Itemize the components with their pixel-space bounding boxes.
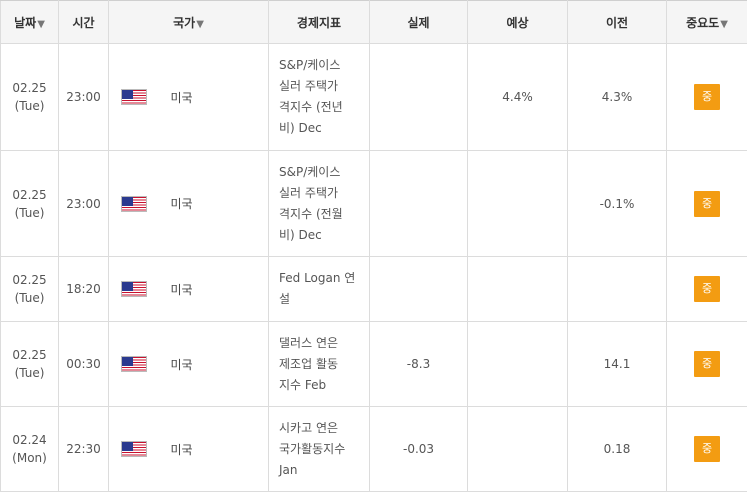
header-date[interactable]: 날짜▼	[1, 1, 59, 44]
sort-down-icon[interactable]: ▼	[196, 19, 204, 30]
header-importance[interactable]: 중요도▼	[667, 1, 747, 44]
header-time: 시간	[59, 1, 109, 44]
importance-cell: 중	[667, 151, 747, 257]
date-cell: 02.25(Tue)	[1, 322, 59, 407]
actual-cell	[370, 44, 468, 151]
forecast-cell	[468, 257, 568, 322]
sort-down-icon[interactable]: ▼	[720, 19, 728, 30]
previous-cell: -0.1%	[568, 151, 667, 257]
forecast-cell	[468, 407, 568, 492]
forecast-cell	[468, 322, 568, 407]
us-flag-icon	[121, 89, 147, 105]
actual-cell	[370, 151, 468, 257]
importance-cell: 중	[667, 257, 747, 322]
country-cell: 미국	[159, 44, 269, 151]
country-cell: 미국	[159, 322, 269, 407]
flag-cell	[109, 322, 159, 407]
time-cell: 18:20	[59, 257, 109, 322]
actual-cell: -0.03	[370, 407, 468, 492]
header-indicator: 경제지표	[269, 1, 370, 44]
previous-cell: 0.18	[568, 407, 667, 492]
header-country[interactable]: 국가▼	[109, 1, 269, 44]
date-cell: 02.24(Mon)	[1, 407, 59, 492]
actual-cell: -8.3	[370, 322, 468, 407]
header-actual: 실제	[370, 1, 468, 44]
time-cell: 23:00	[59, 44, 109, 151]
time-cell: 22:30	[59, 407, 109, 492]
importance-cell: 중	[667, 407, 747, 492]
time-cell: 23:00	[59, 151, 109, 257]
country-cell: 미국	[159, 257, 269, 322]
flag-cell	[109, 151, 159, 257]
previous-cell: 14.1	[568, 322, 667, 407]
date-cell: 02.25(Tue)	[1, 44, 59, 151]
date-cell: 02.25(Tue)	[1, 257, 59, 322]
previous-cell: 4.3%	[568, 44, 667, 151]
flag-cell	[109, 407, 159, 492]
importance-badge: 중	[694, 351, 720, 377]
country-cell: 미국	[159, 151, 269, 257]
us-flag-icon	[121, 356, 147, 372]
flag-cell	[109, 44, 159, 151]
forecast-cell	[468, 151, 568, 257]
sort-down-icon[interactable]: ▼	[37, 19, 45, 30]
importance-badge: 중	[694, 84, 720, 110]
header-previous: 이전	[568, 1, 667, 44]
importance-cell: 중	[667, 44, 747, 151]
actual-cell	[370, 257, 468, 322]
importance-badge: 중	[694, 436, 720, 462]
header-forecast: 예상	[468, 1, 568, 44]
us-flag-icon	[121, 281, 147, 297]
us-flag-icon	[121, 196, 147, 212]
flag-cell	[109, 257, 159, 322]
us-flag-icon	[121, 441, 147, 457]
previous-cell	[568, 257, 667, 322]
country-cell: 미국	[159, 407, 269, 492]
date-cell: 02.25(Tue)	[1, 151, 59, 257]
time-cell: 00:30	[59, 322, 109, 407]
importance-cell: 중	[667, 322, 747, 407]
table-header-row: 날짜▼ 시간 국가▼ 경제지표 실제 예상 이전 중요도▼	[1, 1, 747, 44]
importance-badge: 중	[694, 191, 720, 217]
forecast-cell: 4.4%	[468, 44, 568, 151]
importance-badge: 중	[694, 276, 720, 302]
